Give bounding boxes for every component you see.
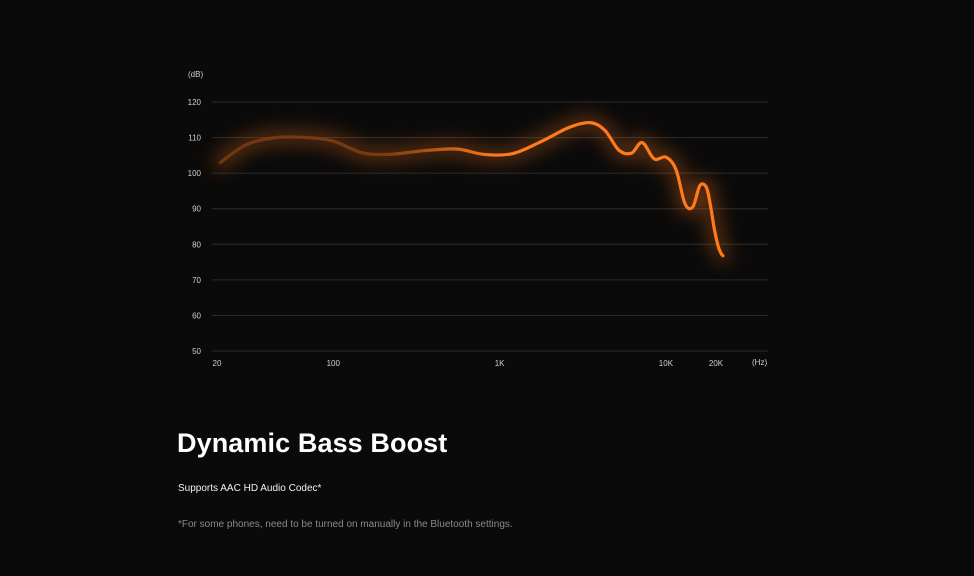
x-tick-labels: 20 100 1K 10K 20K bbox=[213, 359, 724, 368]
y-tick-label: 80 bbox=[192, 240, 201, 249]
x-tick-label: 20 bbox=[213, 359, 222, 368]
y-axis-unit: (dB) bbox=[188, 70, 203, 79]
y-tick-label: 100 bbox=[188, 169, 202, 178]
y-tick-labels: 120 110 100 90 80 70 60 50 bbox=[188, 98, 202, 356]
response-curve-glow bbox=[213, 115, 730, 263]
y-tick-label: 90 bbox=[192, 205, 201, 214]
y-tick-label: 60 bbox=[192, 311, 201, 320]
y-tick-label: 120 bbox=[188, 98, 202, 107]
x-tick-label: 10K bbox=[659, 359, 674, 368]
y-tick-label: 110 bbox=[188, 134, 201, 143]
x-axis-unit: (Hz) bbox=[752, 358, 767, 367]
y-tick-label: 70 bbox=[192, 276, 201, 285]
x-tick-label: 1K bbox=[495, 359, 505, 368]
x-tick-label: 20K bbox=[709, 359, 724, 368]
codec-support-text: Supports AAC HD Audio Codec* bbox=[178, 483, 322, 494]
page-title: Dynamic Bass Boost bbox=[177, 428, 448, 458]
x-tick-label: 100 bbox=[327, 359, 341, 368]
y-tick-label: 50 bbox=[192, 347, 201, 356]
footnote-text: *For some phones, need to be turned on m… bbox=[178, 519, 513, 530]
response-curve bbox=[218, 120, 725, 258]
frequency-response-chart: 120 110 100 90 80 70 60 50 20 100 1K 10K 20K (dB) (… bbox=[188, 70, 768, 368]
